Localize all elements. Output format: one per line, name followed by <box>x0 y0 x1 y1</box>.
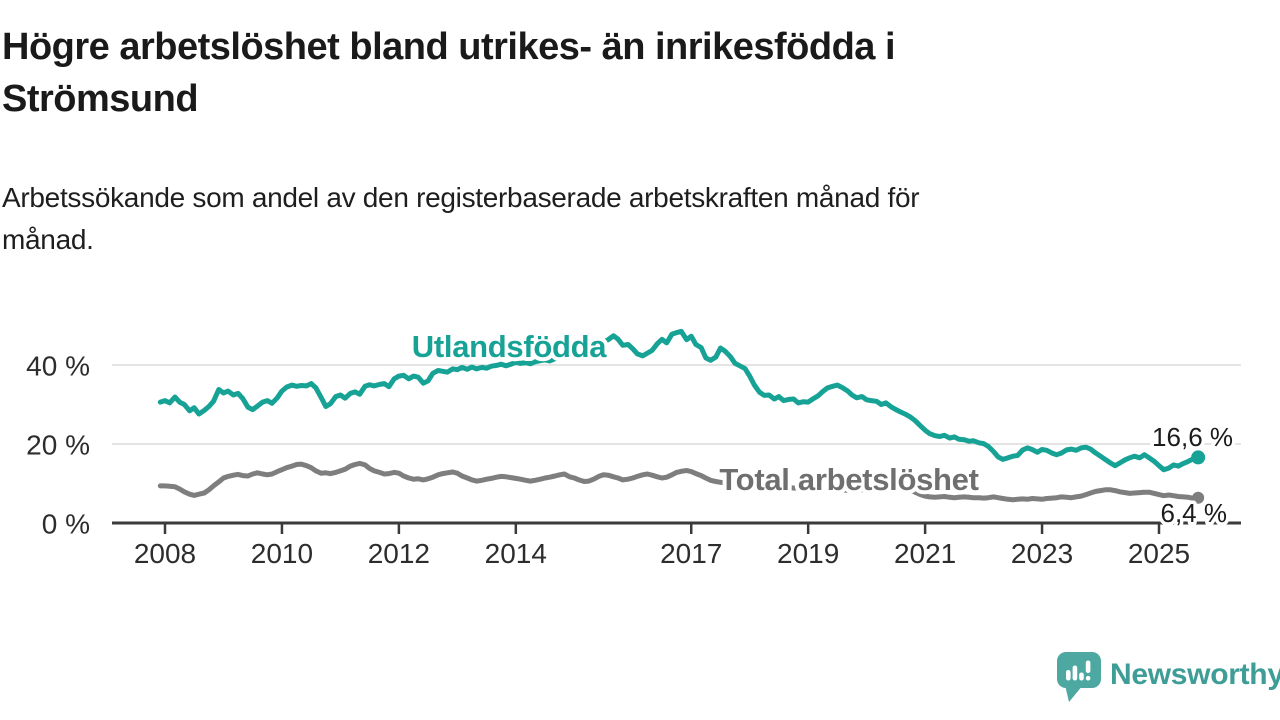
x-axis-label-2025: 2025 <box>1128 538 1190 569</box>
series-line-total-arbetsl-shet <box>157 460 1201 503</box>
x-axis-label-2019: 2019 <box>777 538 839 569</box>
x-axis-label-2014: 2014 <box>485 538 547 569</box>
unemployment-line-chart: 40 % 20 % 0 % 2008 2010 2012 2014 2017 2019 2021 2… <box>26 328 1241 569</box>
newsworthy-logo[interactable]: Newsworthy <box>1056 651 1280 703</box>
series-label-utlandsf-dda: Utlandsfödda <box>412 329 608 364</box>
x-axis-label-2023: 2023 <box>1011 538 1073 569</box>
newsworthy-speech-bubble-bar-chart-icon <box>1057 652 1101 702</box>
y-axis-label-40: 40 % <box>26 351 90 382</box>
series-label-total-arbetsl-shet: Total arbetslöshet <box>719 462 978 497</box>
y-axis-label-20: 20 % <box>26 430 90 461</box>
newsworthy-logo-text: Newsworthy <box>1110 658 1280 691</box>
series-line-utlandsf-dda <box>157 328 1201 473</box>
x-axis-label-2021: 2021 <box>894 538 956 569</box>
end-dot-total-arbetsl-shet <box>1192 491 1205 504</box>
x-axis-label-2012: 2012 <box>368 538 430 569</box>
page-title: Högre arbetslöshet bland utrikes- än inr… <box>2 26 896 120</box>
page-subtitle: Arbetssökande som andel av den registerb… <box>2 182 920 255</box>
end-value-label-utlandsf-dda: 16,6 % <box>1152 422 1233 452</box>
x-axis-label-2017: 2017 <box>660 538 722 569</box>
end-dot-utlandsf-dda <box>1191 450 1206 465</box>
x-axis-label-2008: 2008 <box>134 538 196 569</box>
end-value-label-total-arbetsl-shet: 6,4 % <box>1161 498 1228 528</box>
x-axis-label-2010: 2010 <box>251 538 313 569</box>
y-axis-label-0: 0 % <box>42 509 90 540</box>
